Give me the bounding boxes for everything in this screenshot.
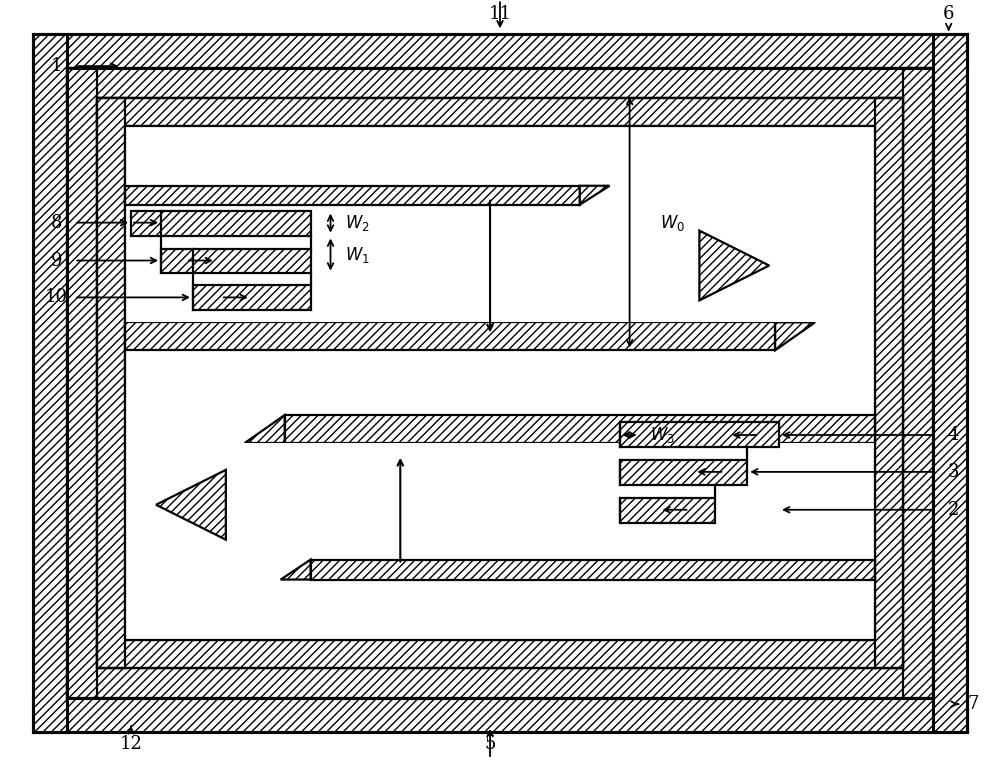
Bar — [97, 98, 903, 126]
Text: 1: 1 — [51, 57, 62, 75]
Text: 5: 5 — [484, 735, 496, 753]
Bar — [620, 460, 747, 485]
Text: 2: 2 — [948, 500, 959, 519]
Text: 8: 8 — [51, 214, 62, 231]
Text: $W_2$: $W_2$ — [345, 212, 370, 233]
Text: $W_0$: $W_0$ — [660, 212, 685, 233]
Bar — [875, 98, 903, 668]
Bar — [193, 286, 311, 310]
Bar — [903, 68, 933, 698]
Bar — [125, 443, 875, 640]
Bar — [67, 668, 933, 698]
Bar — [620, 422, 779, 447]
Polygon shape — [281, 559, 311, 580]
Text: 6: 6 — [943, 5, 954, 23]
Text: 4: 4 — [948, 426, 959, 444]
Text: 11: 11 — [488, 5, 512, 23]
Bar — [67, 68, 933, 698]
Text: $W_1$: $W_1$ — [345, 244, 370, 264]
Bar — [285, 415, 875, 443]
Bar — [125, 126, 875, 322]
Bar — [33, 698, 967, 732]
Bar — [67, 68, 97, 698]
Bar — [311, 559, 875, 580]
Bar — [67, 68, 933, 98]
Bar — [933, 34, 967, 732]
Polygon shape — [775, 322, 815, 350]
Bar — [125, 186, 580, 205]
Bar — [131, 211, 311, 235]
Bar — [125, 126, 875, 640]
Bar — [125, 322, 775, 350]
Bar — [97, 640, 903, 668]
Bar — [125, 126, 875, 640]
Bar — [97, 98, 125, 668]
Bar — [97, 98, 903, 668]
Bar — [67, 68, 933, 698]
Text: 3: 3 — [948, 463, 959, 481]
Text: $W_3$: $W_3$ — [650, 425, 674, 445]
Text: 7: 7 — [968, 695, 979, 713]
Polygon shape — [156, 470, 226, 539]
Text: 10: 10 — [45, 289, 68, 306]
Polygon shape — [580, 186, 610, 205]
Bar — [33, 34, 67, 732]
Polygon shape — [699, 231, 769, 300]
Bar — [33, 34, 967, 68]
Bar — [620, 498, 715, 523]
Bar — [97, 98, 903, 668]
Bar — [161, 248, 311, 274]
Polygon shape — [245, 415, 285, 443]
Text: 12: 12 — [120, 735, 143, 753]
Text: 9: 9 — [51, 251, 62, 270]
